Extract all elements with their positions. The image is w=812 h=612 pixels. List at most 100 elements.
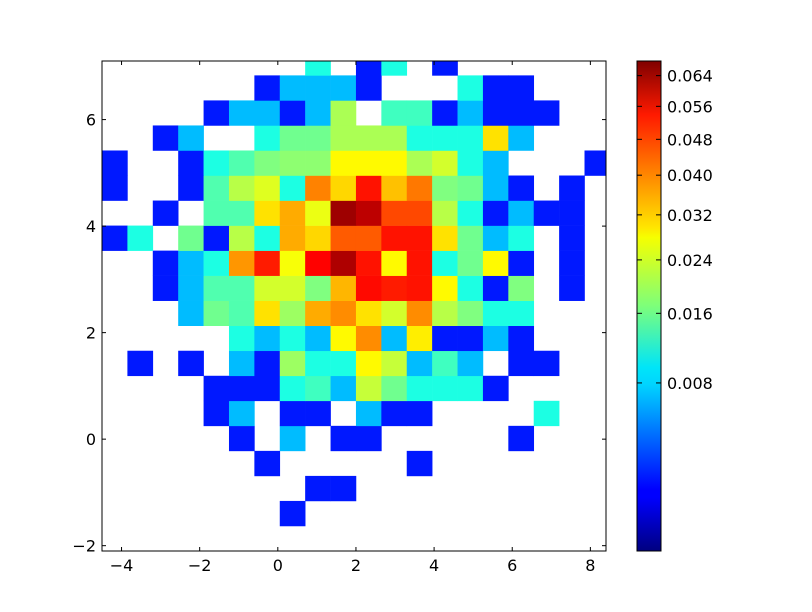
heatmap-cell: [228, 175, 255, 201]
heatmap-cell: [254, 450, 281, 477]
heatmap-cell: [228, 425, 255, 452]
heatmap-cell: [330, 300, 357, 326]
heatmap-cell: [203, 225, 230, 251]
heatmap-cell: [482, 275, 509, 301]
heatmap-cell: [432, 300, 458, 326]
heatmap-cell: [279, 425, 306, 452]
heatmap-cell: [330, 175, 357, 201]
colorbar-tick-label: 0.048: [667, 130, 713, 149]
heatmap-cells: [102, 61, 607, 527]
heatmap-cell: [457, 250, 484, 276]
heatmap-cell: [482, 100, 509, 126]
heatmap-cell: [254, 200, 281, 226]
x-tick-label: 2: [351, 556, 361, 575]
heatmap-cell: [533, 400, 560, 427]
heatmap-cell: [254, 350, 281, 377]
heatmap-cell: [508, 225, 535, 251]
heatmap-cell: [406, 300, 433, 326]
heatmap-cell: [381, 225, 408, 251]
heatmap-cell: [355, 275, 382, 301]
heatmap-cell: [228, 325, 255, 352]
heatmap-cell: [279, 75, 306, 101]
x-tick-label: −4: [110, 556, 134, 575]
heatmap-cell: [330, 100, 357, 126]
heatmap-cell: [228, 275, 255, 301]
colorbar-tick-label: 0.032: [667, 206, 713, 225]
heatmap-cell: [228, 225, 255, 251]
heatmap-cell: [355, 225, 382, 251]
heatmap-cell: [279, 125, 306, 151]
heatmap-cell: [254, 250, 281, 276]
heatmap-cell: [432, 275, 458, 301]
colorbar-tick-label: 0.024: [667, 251, 713, 270]
heatmap-cell: [305, 125, 331, 151]
heatmap-cell: [330, 425, 357, 452]
heatmap-cell: [432, 325, 458, 352]
heatmap-cell: [559, 275, 585, 301]
heatmap-cell: [381, 100, 408, 126]
heatmap-cell: [203, 300, 230, 326]
heatmap-cell: [279, 175, 306, 201]
heatmap-cell: [203, 100, 230, 126]
heatmap-cell: [482, 125, 509, 151]
heatmap-cell: [508, 325, 535, 352]
heatmap-cell: [102, 225, 128, 251]
heatmap-cell: [305, 350, 331, 377]
heatmap-cell: [330, 200, 357, 226]
heatmap-cell: [508, 250, 535, 276]
heatmap-cell: [508, 425, 535, 452]
heatmap-cell: [432, 175, 458, 201]
colorbar-tick-label: 0.008: [667, 374, 713, 393]
heatmap-cell: [355, 150, 382, 176]
heatmap-cell: [330, 75, 357, 101]
heatmap-cell: [203, 175, 230, 201]
colorbar-tick-label: 0.040: [667, 166, 713, 185]
heatmap-cell: [381, 250, 408, 276]
heatmap-cell: [305, 475, 331, 502]
heatmap-cell: [178, 250, 204, 276]
heatmap-cell: [305, 375, 331, 402]
y-axis: −2 0 2 4 6: [72, 111, 606, 556]
heatmap-cell: [406, 125, 433, 151]
heatmap-cell: [305, 100, 331, 126]
heatmap-cell: [355, 375, 382, 402]
heatmap-cell: [406, 325, 433, 352]
heatmap-cell: [254, 300, 281, 326]
heatmap-cell: [305, 61, 331, 76]
heatmap-cell: [457, 150, 484, 176]
heatmap-cell: [305, 175, 331, 201]
heatmap-cell: [406, 100, 433, 126]
heatmap-cell: [559, 250, 585, 276]
heatmap-cell: [457, 325, 484, 352]
y-tick-label: 4: [86, 217, 96, 236]
heatmap-cell: [381, 375, 408, 402]
heatmap-cell: [254, 225, 281, 251]
heatmap-cell: [178, 275, 204, 301]
heatmap-cell: [279, 400, 306, 427]
heatmap-cell: [228, 350, 255, 377]
heatmap-cell: [508, 175, 535, 201]
heatmap-cell: [228, 400, 255, 427]
heatmap-cell: [381, 125, 408, 151]
heatmap-cell: [457, 175, 484, 201]
heatmap-cell: [432, 150, 458, 176]
y-tick-label: −2: [72, 537, 96, 556]
heatmap-cell: [305, 150, 331, 176]
heatmap-cell: [432, 125, 458, 151]
heatmap-cell: [355, 425, 382, 452]
heatmap-cell: [228, 250, 255, 276]
heatmap-cell: [482, 325, 509, 352]
heatmap-cell: [355, 200, 382, 226]
heatmap-cell: [330, 325, 357, 352]
heatmap-cell: [355, 125, 382, 151]
heatmap-cell: [228, 150, 255, 176]
heatmap-cell: [203, 275, 230, 301]
heatmap-cell: [279, 275, 306, 301]
heatmap-cell: [508, 75, 535, 101]
heatmap-cell: [330, 275, 357, 301]
heatmap-cell: [279, 150, 306, 176]
heatmap-cell: [178, 225, 204, 251]
heatmap-cell: [279, 100, 306, 126]
heatmap-cell: [279, 225, 306, 251]
heatmap-cell: [381, 350, 408, 377]
